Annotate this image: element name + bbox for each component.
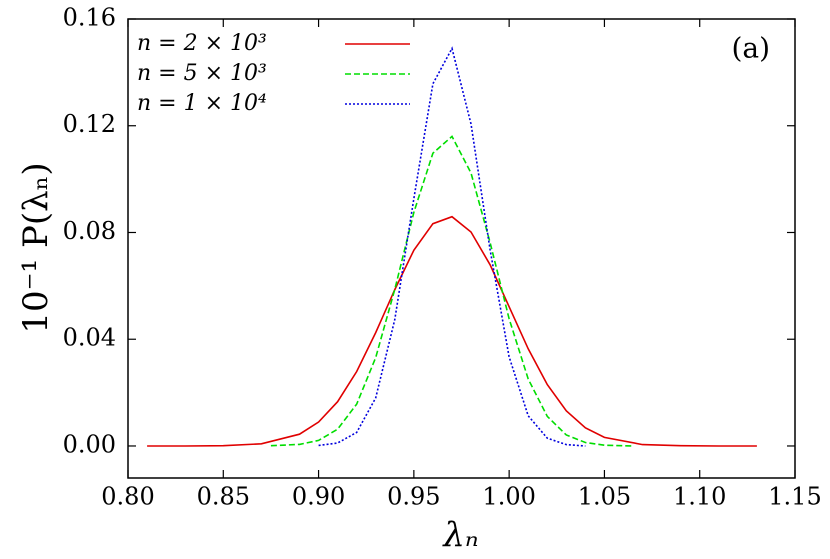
x-tick-label: 0.95	[387, 483, 440, 511]
y-tick-label: 0.04	[63, 324, 116, 352]
y-tick-label: 0.16	[63, 4, 116, 32]
x-tick-label: 0.85	[197, 483, 250, 511]
plot-frame	[127, 18, 796, 479]
series-line	[318, 46, 586, 447]
legend-label: n = 5 × 10³	[137, 61, 267, 86]
x-tick-label: 1.00	[482, 483, 535, 511]
x-axis-label: λₙ	[441, 515, 478, 555]
y-axis-label: 10⁻¹ P(λₙ)	[16, 162, 56, 333]
x-tick-label: 1.15	[768, 483, 821, 511]
y-tick-label: 0.12	[63, 110, 116, 138]
x-tick-label: 1.05	[578, 483, 631, 511]
y-tick-label: 0.08	[63, 217, 116, 245]
series-line	[270, 135, 634, 447]
legend-label: n = 1 × 10⁴	[137, 91, 267, 116]
panel-label: (a)	[731, 32, 770, 65]
x-tick-label: 0.90	[292, 483, 345, 511]
x-tick-label: 1.10	[673, 483, 726, 511]
legend-label: n = 2 × 10³	[137, 31, 267, 56]
series-line	[147, 215, 757, 447]
y-tick-label: 0.00	[63, 430, 116, 458]
x-tick-label: 0.80	[101, 483, 154, 511]
